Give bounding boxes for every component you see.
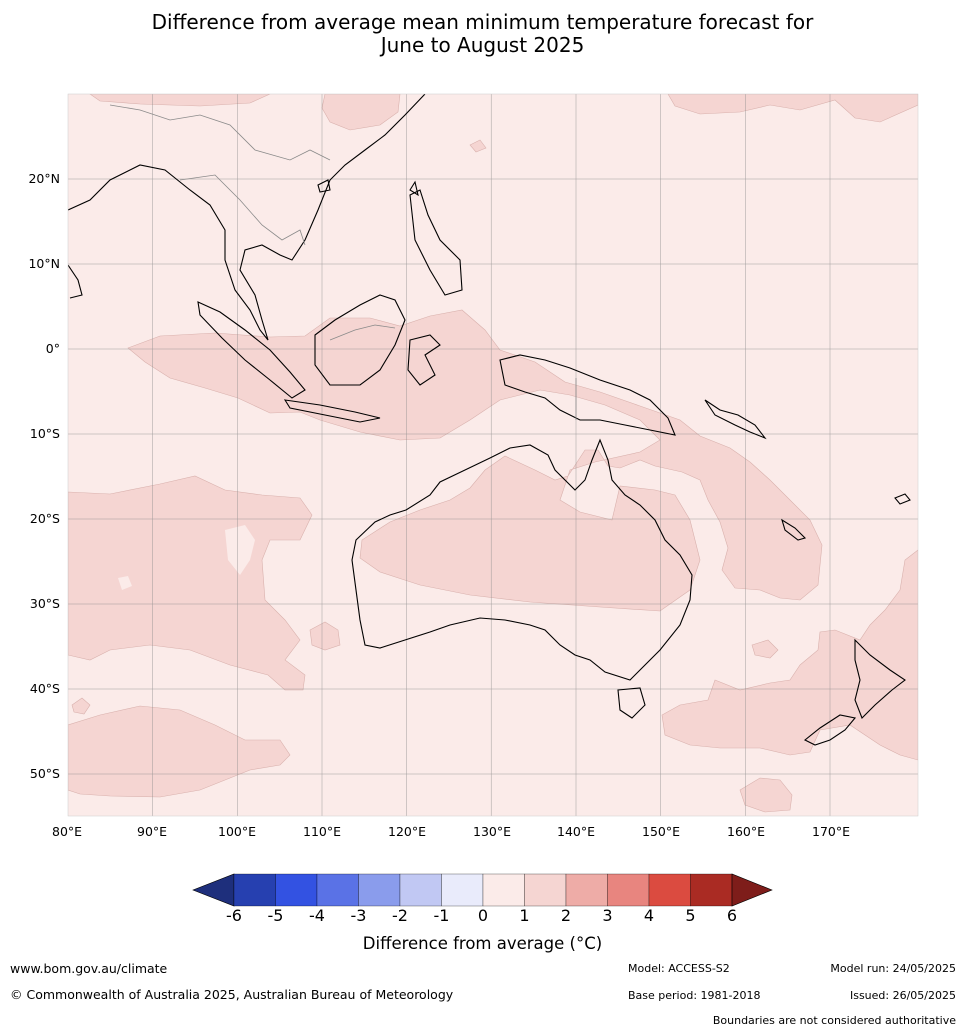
colorbar-tick-label: -4 <box>309 906 325 925</box>
lat-label-30s: 30°S <box>29 596 60 611</box>
footer-model: Model: ACCESS-S2 <box>628 962 730 975</box>
colorbar-tick-label: 0 <box>477 906 489 925</box>
coastline-philippines <box>409 189 463 296</box>
colorbar-tick-label: -2 <box>392 906 408 925</box>
colorbar-tick-label: 2 <box>560 906 572 925</box>
lat-label-50s: 50°S <box>29 766 60 781</box>
map-title-line-1: Difference from average mean minimum tem… <box>151 10 814 34</box>
coastline-australia <box>351 438 693 681</box>
coastline-new-zealand-north <box>854 638 906 719</box>
footer-base-period: Base period: 1981-2018 <box>628 989 761 1002</box>
coastline-taiwan <box>409 180 419 197</box>
colorbar-tick-label: -6 <box>226 906 242 925</box>
coastline-asia <box>68 94 426 341</box>
anomaly-hole-2 <box>118 576 132 590</box>
footer-url[interactable]: www.bom.gov.au/climate <box>10 961 168 976</box>
lon-label-90e: 90°E <box>137 824 168 839</box>
anomaly-region-tasman-2 <box>751 639 779 659</box>
lon-label-130e: 130°E <box>473 824 512 839</box>
graticule <box>68 94 918 816</box>
lon-label-140e: 140°E <box>557 824 596 839</box>
footer-copyright: © Commonwealth of Australia 2025, Austra… <box>10 987 454 1002</box>
lat-label-0: 0° <box>45 341 60 356</box>
map-frame <box>67 93 919 817</box>
coastline-java <box>283 399 381 423</box>
anomaly-region-southwest-indian <box>68 475 313 691</box>
coastline-solomons <box>704 399 767 440</box>
anomaly-region-southern-ocean <box>739 777 793 813</box>
coastline-borneo <box>314 294 406 386</box>
anomaly-region-north-pacific <box>667 94 918 123</box>
lon-label-150e: 150°E <box>642 824 681 839</box>
lat-label-10n: 10°N <box>28 256 60 271</box>
coastline-new-caledonia <box>781 518 807 541</box>
coastline-hainan <box>317 179 331 193</box>
footer-issued: Issued: 26/05/2025 <box>849 989 956 1002</box>
lat-label-10s: 10°S <box>29 426 60 441</box>
colorbar-tick-label: 3 <box>602 906 613 925</box>
lon-label-160e: 160°E <box>727 824 766 839</box>
border-china <box>109 104 331 161</box>
coastline-sulawesi <box>407 334 441 386</box>
colorbar-tick-label: 5 <box>685 906 696 925</box>
coastline-tasmania <box>617 687 646 719</box>
borders <box>109 104 577 420</box>
colorbar-tick-label: 4 <box>643 906 655 925</box>
lat-label-20n: 20°N <box>28 171 60 186</box>
colorbar-tick-label: -3 <box>350 906 367 925</box>
anomaly-region-south-indian-small <box>71 697 91 715</box>
anomaly-region-north-edge <box>89 94 271 107</box>
colorbar-tick-label: 1 <box>519 906 530 925</box>
coastline-india <box>68 264 83 299</box>
coastline-fiji <box>894 493 911 505</box>
border-indochina <box>179 174 306 246</box>
lon-label-110e: 110°E <box>303 824 342 839</box>
lon-label-120e: 120°E <box>388 824 427 839</box>
lat-label-40s: 40°S <box>29 681 60 696</box>
lat-label-20s: 20°S <box>29 511 60 526</box>
map-title-line-2: June to August 2025 <box>380 33 585 57</box>
coastline-new-zealand-south <box>803 714 857 746</box>
colorbar-tick-label: -5 <box>267 906 284 925</box>
anomaly-region-png-south <box>469 139 487 153</box>
colorbar-label: Difference from average (°C) <box>362 934 603 953</box>
footer-model-run: Model run: 24/05/2025 <box>830 962 956 975</box>
anomaly-region-tasman <box>309 621 341 651</box>
anomaly-hole-1 <box>225 525 255 575</box>
coastlines <box>68 94 911 746</box>
footer-disclaimer: Boundaries are not considered authoritat… <box>712 1014 956 1027</box>
colorbar-tick-label: 6 <box>726 906 738 925</box>
lon-label-100e: 100°E <box>218 824 257 839</box>
coastline-sumatra <box>197 301 306 399</box>
anomaly-region-china <box>321 94 401 131</box>
coastline-new-guinea <box>499 354 676 436</box>
border-borneo <box>329 324 396 341</box>
colorbar-tick-label: -1 <box>433 906 450 925</box>
lon-label-80e: 80°E <box>52 824 83 839</box>
lon-label-170e: 170°E <box>812 824 851 839</box>
